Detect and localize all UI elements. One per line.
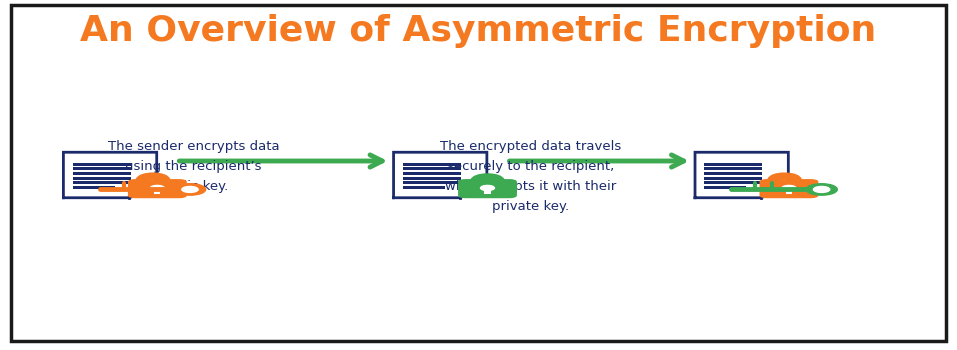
Circle shape [174,184,206,195]
Text: The encrypted data travels
securely to the recipient,
who decrypts it with their: The encrypted data travels securely to t… [440,140,621,213]
Bar [73,168,130,170]
FancyBboxPatch shape [128,179,187,198]
Bar [154,189,161,194]
Circle shape [150,186,165,190]
Bar [403,163,460,166]
Circle shape [813,187,830,193]
Bar [73,181,130,184]
Polygon shape [63,152,157,198]
Bar [73,186,115,189]
Text: An Overview of Asymmetric Encryption: An Overview of Asymmetric Encryption [80,14,877,48]
Circle shape [806,184,837,195]
Bar [403,172,460,175]
Bar [73,172,130,175]
Bar [484,189,491,194]
Bar [403,186,445,189]
Bar [704,168,762,170]
Bar [704,163,762,166]
Bar [786,189,792,194]
Bar [403,168,460,170]
Circle shape [782,186,796,190]
Polygon shape [695,152,789,198]
Bar [403,177,460,180]
Bar [704,181,762,184]
Circle shape [182,187,198,193]
Text: The sender encrypts data
using the recipient’s
public key.: The sender encrypts data using the recip… [107,140,279,193]
Circle shape [480,186,495,190]
Bar [704,186,746,189]
Bar [704,172,762,175]
FancyBboxPatch shape [458,179,517,198]
FancyBboxPatch shape [760,179,818,198]
Polygon shape [393,152,487,198]
Bar [704,177,762,180]
Bar [403,181,460,184]
Bar [73,177,130,180]
Bar [73,163,130,166]
